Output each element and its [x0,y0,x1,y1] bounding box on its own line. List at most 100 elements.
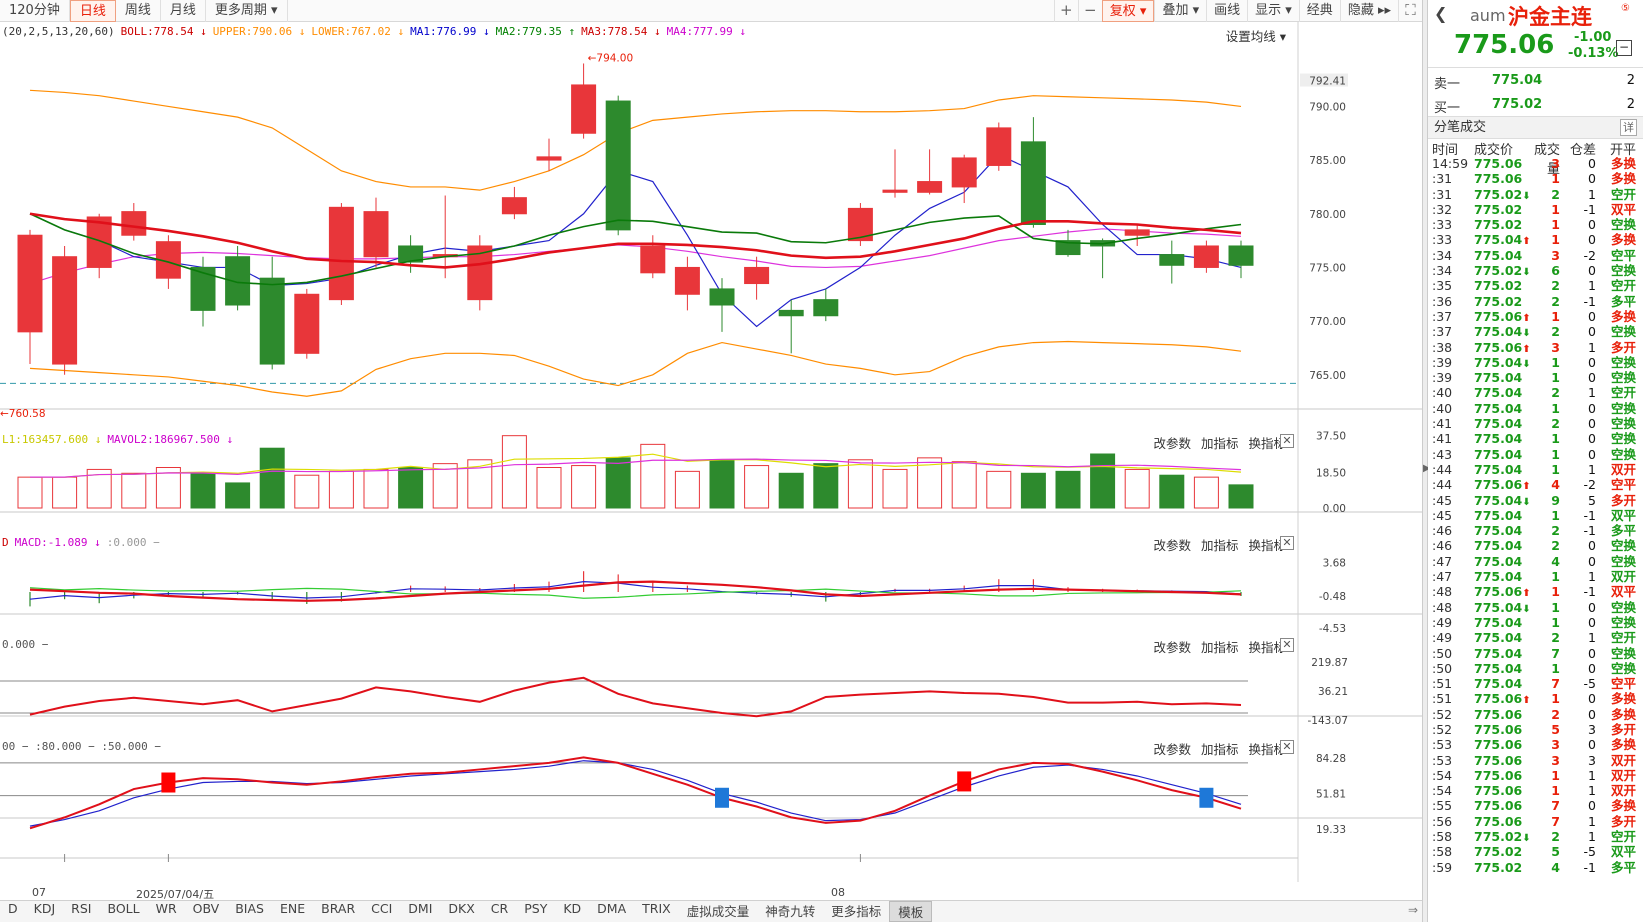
contract-menu-icon[interactable]: ⑤ [1621,3,1630,14]
tabs-scroll-arrow-icon[interactable]: ⇒ [1407,903,1418,917]
tick-detail-button[interactable]: 详 [1620,119,1637,136]
period-tab-2[interactable]: 周线 [116,0,161,22]
toolbar-button-6[interactable]: 经典 [1298,0,1340,22]
toolbar-button-2[interactable]: 复权 ▾ [1101,0,1155,22]
tick-row[interactable]: :45 775.04 1 -1 双平 [1428,508,1643,523]
toolbar-button-0[interactable]: + [1053,0,1078,22]
tick-row[interactable]: :43 775.04 1 0 空换 [1428,447,1643,462]
tick-row[interactable]: 14:59 775.06 3 0 多换 [1428,156,1643,171]
tick-row[interactable]: :52 775.06 5 3 多开 [1428,722,1643,737]
indicator-tab-17[interactable]: 虚拟成交量 [686,904,750,919]
tick-row[interactable]: :52 775.06 2 0 多换 [1428,707,1643,722]
tick-row[interactable]: :45 775.04⬇ 9 5 多开 [1428,493,1643,508]
panel-splitter[interactable]: ▶ [1422,0,1431,922]
pane-tool-1[interactable]: 加指标 [1200,742,1239,757]
tick-row[interactable]: :31 775.06 1 0 多换 [1428,171,1643,186]
tick-row[interactable]: :53 775.06 3 3 双开 [1428,753,1643,768]
indicator-tab-1[interactable]: KDJ [33,901,56,916]
indicator-tab-16[interactable]: TRIX [642,901,671,916]
tick-row[interactable]: :53 775.06 3 0 多换 [1428,737,1643,752]
tick-row[interactable]: :33 775.02 1 0 空换 [1428,217,1643,232]
tick-row[interactable]: :41 775.04 1 0 空换 [1428,431,1643,446]
tick-row[interactable]: :54 775.06 1 1 双开 [1428,768,1643,783]
indicator-tab-14[interactable]: KD [563,901,582,916]
contract-name[interactable]: 沪金主连 [1508,5,1592,29]
tick-row[interactable]: :31 775.02⬇ 2 1 空开 [1428,187,1643,202]
indicator-tab-5[interactable]: OBV [192,901,220,916]
tick-row[interactable]: :35 775.02 2 1 空开 [1428,278,1643,293]
pane-tool-0[interactable]: 改参数 [1153,538,1191,553]
tick-row[interactable]: :39 775.04 1 0 空换 [1428,370,1643,385]
indicator-tab-13[interactable]: PSY [524,901,548,916]
indicator-tab-15[interactable]: DMA [597,901,627,916]
indicator-tab-19[interactable]: 更多指标 [831,904,882,919]
tick-row[interactable]: :56 775.06 7 1 多开 [1428,814,1643,829]
tick-row[interactable]: :34 775.02⬇ 6 0 空换 [1428,263,1643,278]
tick-row[interactable]: :59 775.02 4 -1 多平 [1428,860,1643,875]
period-tab-3[interactable]: 月线 [161,0,206,22]
tick-row[interactable]: :41 775.04 2 0 空换 [1428,416,1643,431]
toolbar-button-7[interactable]: 隐藏 ▸▸ [1339,0,1398,22]
back-arrow-icon[interactable]: ❮ [1434,4,1448,23]
tick-row[interactable]: :44 775.04 1 1 双开 [1428,462,1643,477]
indicator-tab-4[interactable]: WR [155,901,177,916]
tick-row[interactable]: :54 775.06 1 1 双开 [1428,783,1643,798]
tick-row[interactable]: :37 775.04⬇ 2 0 空换 [1428,324,1643,339]
pane-close-icon[interactable]: ✕ [1280,536,1294,550]
pane-tool-0[interactable]: 改参数 [1153,742,1191,757]
indicator-tab-20[interactable]: 模板 [889,901,933,922]
pane-close-icon[interactable]: ✕ [1280,434,1294,448]
period-tab-1[interactable]: 日线 [69,0,116,22]
tick-table[interactable]: 14:59 775.06 3 0 多换:31 775.06 1 0 多换:31 775.02⬇ 2 1… [1428,156,1643,875]
tick-row[interactable]: :33 775.04⬆ 1 0 多换 [1428,232,1643,247]
indicator-tab-7[interactable]: ENE [279,901,306,916]
tick-row[interactable]: :51 775.06⬆ 1 0 多换 [1428,691,1643,706]
toolbar-button-4[interactable]: 画线 [1206,0,1247,22]
kline-chart[interactable]: 792.41 790.00 785.00 780.00 775.00 770.00 765.… [0,22,1422,900]
tick-row[interactable]: :48 775.04⬇ 1 0 空换 [1428,600,1643,615]
tick-row[interactable]: :44 775.06⬆ 4 -2 空平 [1428,477,1643,492]
tick-row[interactable]: :32 775.02 1 -1 双平 [1428,202,1643,217]
tick-row[interactable]: :36 775.02 2 -1 多平 [1428,294,1643,309]
indicator-tab-6[interactable]: BIAS [235,901,264,916]
pane-tool-2[interactable]: 换指标 [1248,640,1286,655]
toolbar-button-5[interactable]: 显示 ▾ [1247,0,1299,22]
pane-close-icon[interactable]: ✕ [1280,638,1294,652]
tick-row[interactable]: :49 775.04 1 0 空换 [1428,615,1643,630]
indicator-tab-2[interactable]: RSI [71,901,92,916]
tick-row[interactable]: :47 775.04 4 0 空换 [1428,554,1643,569]
tick-row[interactable]: :58 775.02 5 -5 双平 [1428,844,1643,859]
tick-row[interactable]: :47 775.04 1 1 双开 [1428,569,1643,584]
tick-row[interactable]: :39 775.04⬇ 1 0 空换 [1428,355,1643,370]
set-ma-button[interactable]: 设置均线 ▾ [1225,29,1286,44]
indicator-tab-10[interactable]: DMI [408,901,433,916]
pane-tool-0[interactable]: 改参数 [1153,640,1191,655]
toolbar-button-1[interactable]: − [1077,0,1102,22]
indicator-tab-9[interactable]: CCI [371,901,393,916]
pane-tool-2[interactable]: 换指标 [1248,436,1286,451]
tick-row[interactable]: :49 775.04 2 1 空开 [1428,630,1643,645]
pane-tool-1[interactable]: 加指标 [1200,640,1239,655]
collapse-arrow-icon[interactable]: ▶ [1423,463,1431,474]
pane-tool-1[interactable]: 加指标 [1200,436,1239,451]
pane-close-icon[interactable]: ✕ [1280,740,1294,754]
tick-row[interactable]: :46 775.04 2 0 空换 [1428,538,1643,553]
indicator-tab-12[interactable]: CR [490,901,509,916]
toolbar-button-8[interactable]: ⛶ [1398,0,1422,22]
indicator-tab-8[interactable]: BRAR [321,901,356,916]
pane-tool-2[interactable]: 换指标 [1248,538,1286,553]
tick-row[interactable]: :48 775.06⬆ 1 -1 双平 [1428,584,1643,599]
tick-row[interactable]: :40 775.04 2 1 空开 [1428,385,1643,400]
period-tab-4[interactable]: 更多周期 ▾ [206,0,288,22]
tick-row[interactable]: :38 775.06⬆ 3 1 多开 [1428,340,1643,355]
pane-tool-2[interactable]: 换指标 [1248,742,1286,757]
period-tab-0[interactable]: 120分钟 [0,0,70,22]
tick-row[interactable]: :55 775.06 7 0 多换 [1428,798,1643,813]
indicator-tab-11[interactable]: DKX [448,901,475,916]
pane-tool-1[interactable]: 加指标 [1200,538,1239,553]
minimize-button[interactable]: − [1616,40,1632,56]
tick-row[interactable]: :40 775.04 1 0 空换 [1428,401,1643,416]
tick-row[interactable]: :58 775.02⬇ 2 1 空开 [1428,829,1643,844]
indicator-tab-0[interactable]: D [8,901,18,916]
tick-row[interactable]: :50 775.04 7 0 空换 [1428,646,1643,661]
